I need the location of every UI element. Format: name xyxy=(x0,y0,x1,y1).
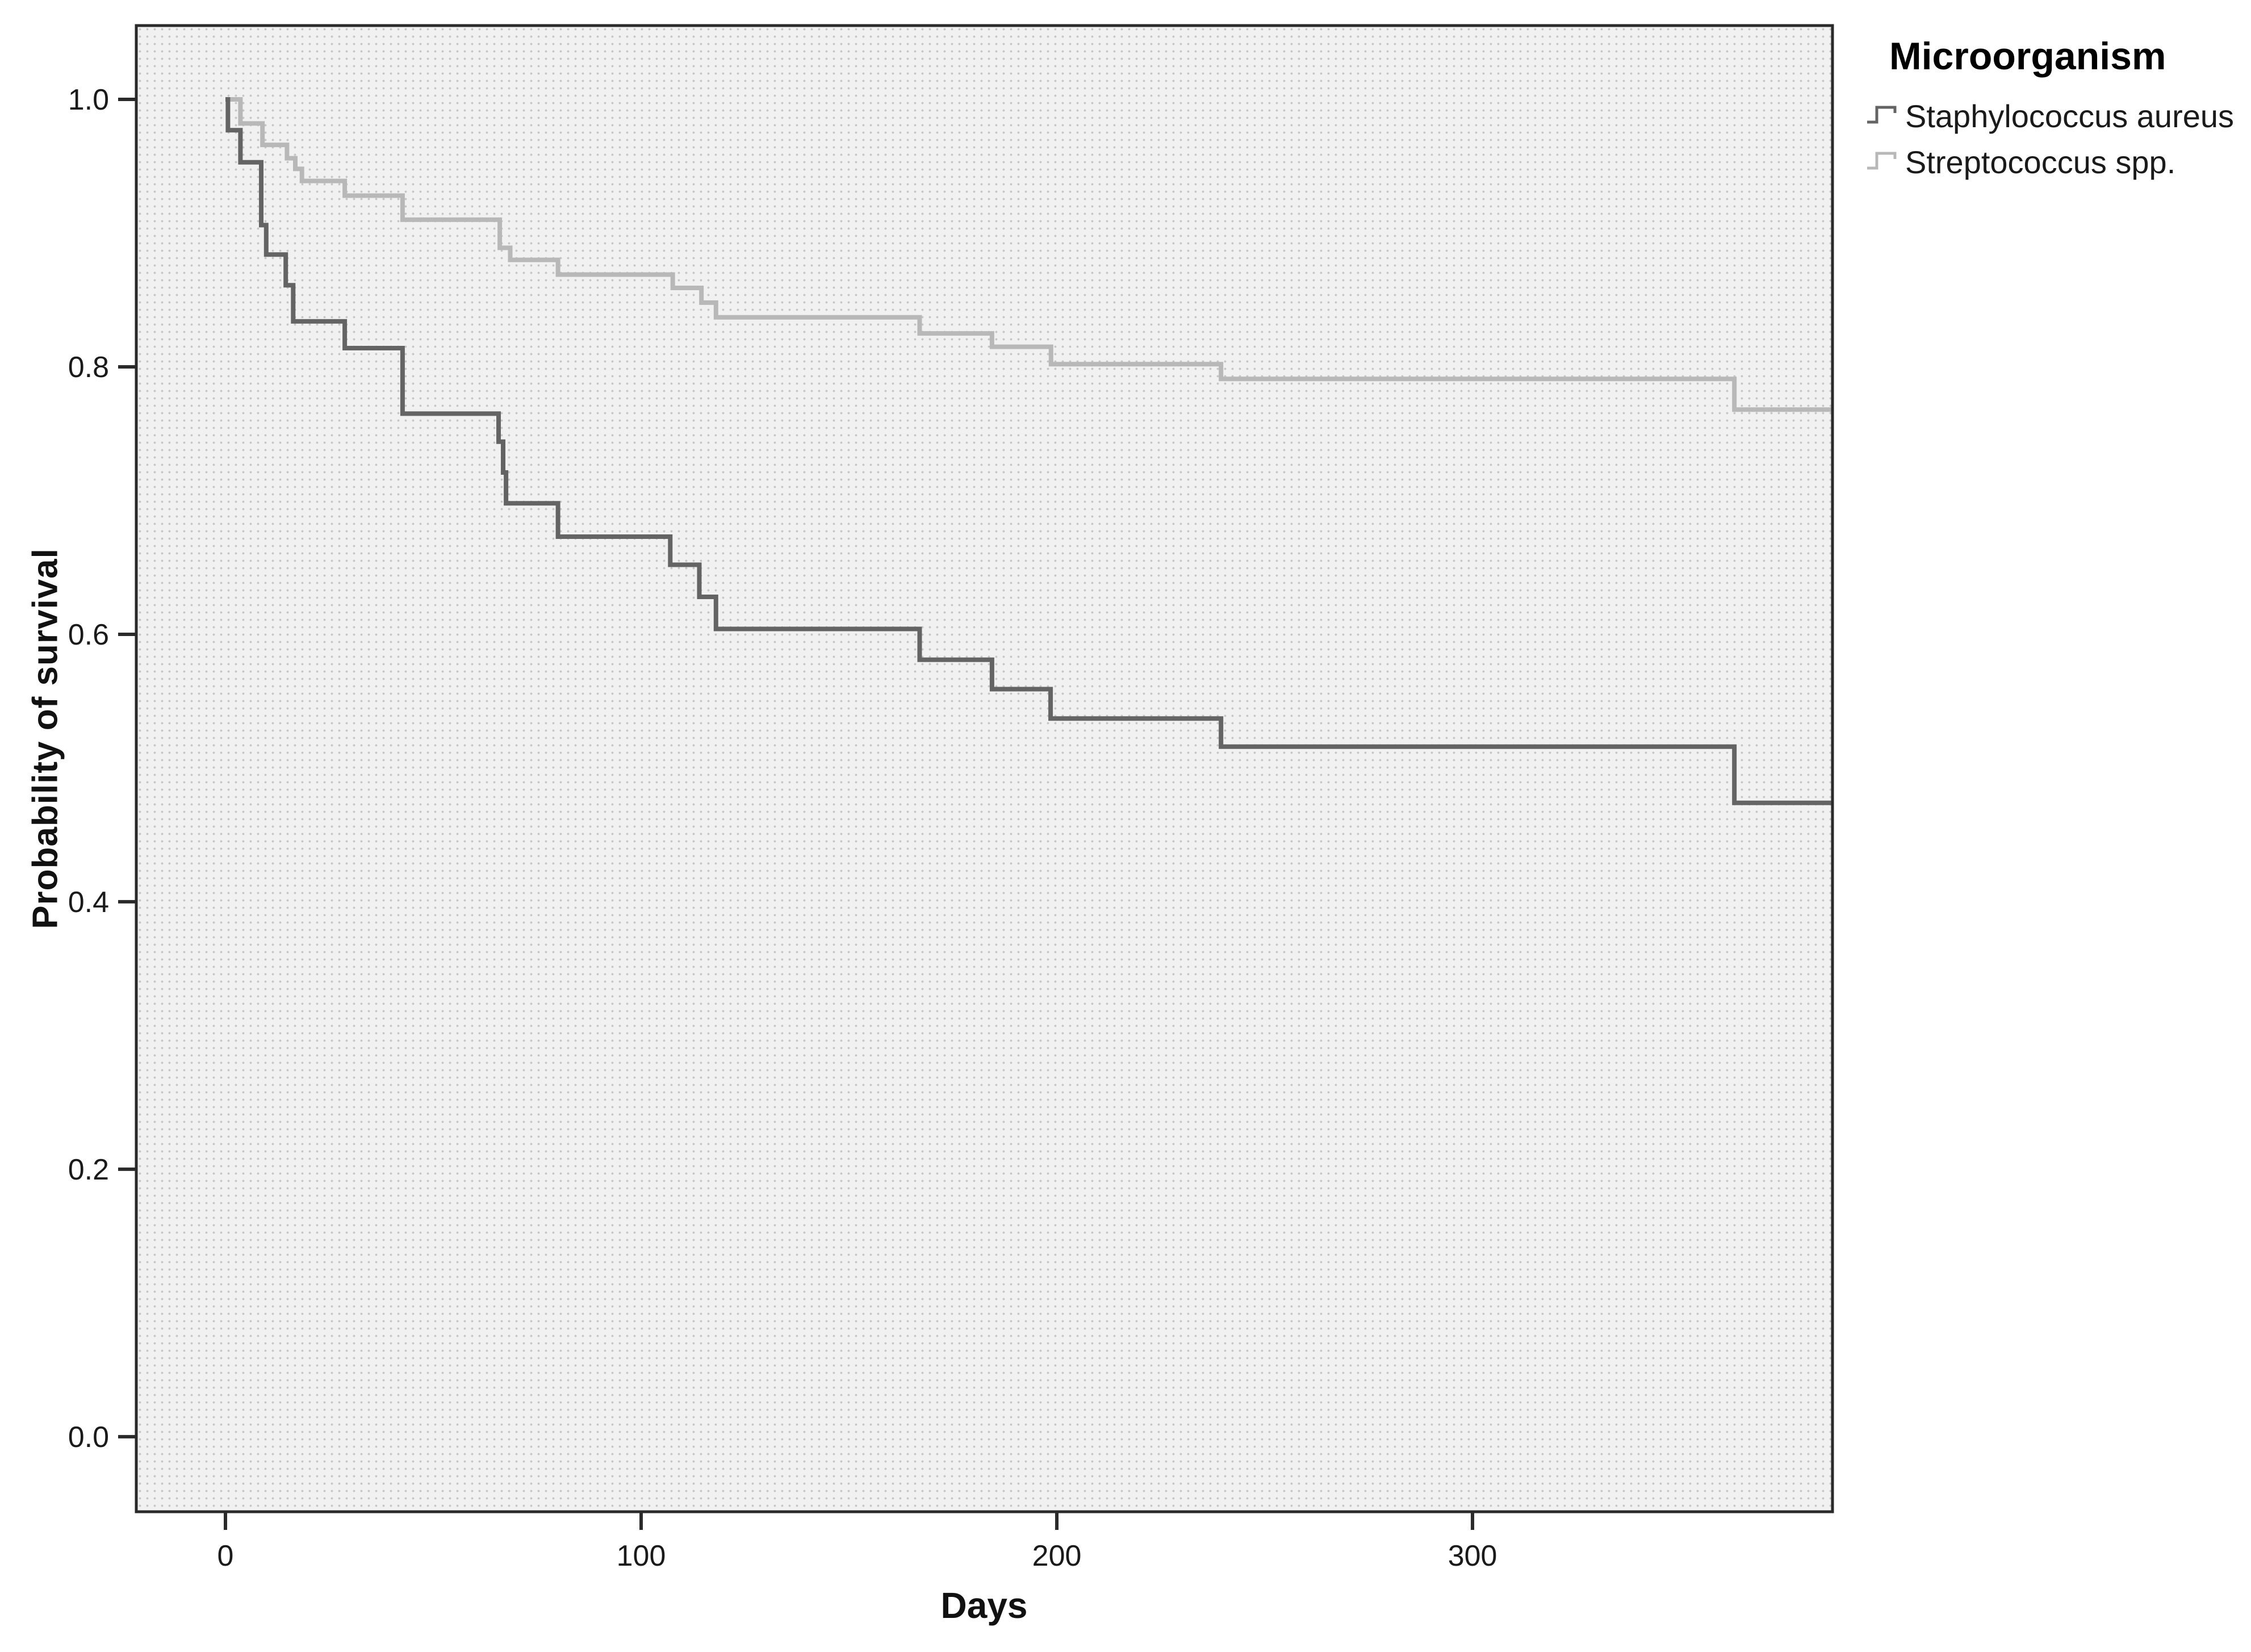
survival-curve-staphylococcus-aureus xyxy=(225,97,1832,805)
y-tick-label: 0.8 xyxy=(68,351,109,384)
legend-title: Microorganism xyxy=(1889,35,2166,78)
legend-step-glyph xyxy=(1867,106,1897,123)
legend-step-glyph xyxy=(1867,152,1897,169)
plot-area xyxy=(136,26,1832,1512)
y-tick-label: 0.6 xyxy=(68,618,109,651)
x-tick-label: 200 xyxy=(1032,1540,1082,1572)
x-axis-label: Days xyxy=(940,1585,1028,1626)
legend-item: Staphylococcus aureus xyxy=(1865,98,2240,135)
x-tick-label: 0 xyxy=(217,1540,234,1572)
legend: Microorganism Staphylococcus aureus Stre… xyxy=(1865,34,2240,190)
y-tick-label: 0.4 xyxy=(68,886,109,919)
y-tick-label: 1.0 xyxy=(68,83,109,116)
y-axis-label: Probability of survival xyxy=(26,548,65,929)
legend-item-label: Streptococcus spp. xyxy=(1905,144,2176,180)
plot-frame xyxy=(135,24,1834,1513)
legend-item-label: Staphylococcus aureus xyxy=(1905,98,2235,134)
survival-curve-streptococcus-spp xyxy=(225,97,1832,412)
y-tick-label: 0.0 xyxy=(68,1421,109,1454)
y-tick-label: 0.2 xyxy=(68,1153,109,1186)
x-tick-label: 100 xyxy=(617,1540,666,1572)
x-tick-label: 300 xyxy=(1448,1540,1497,1572)
legend-item: Streptococcus spp. xyxy=(1865,144,2240,181)
